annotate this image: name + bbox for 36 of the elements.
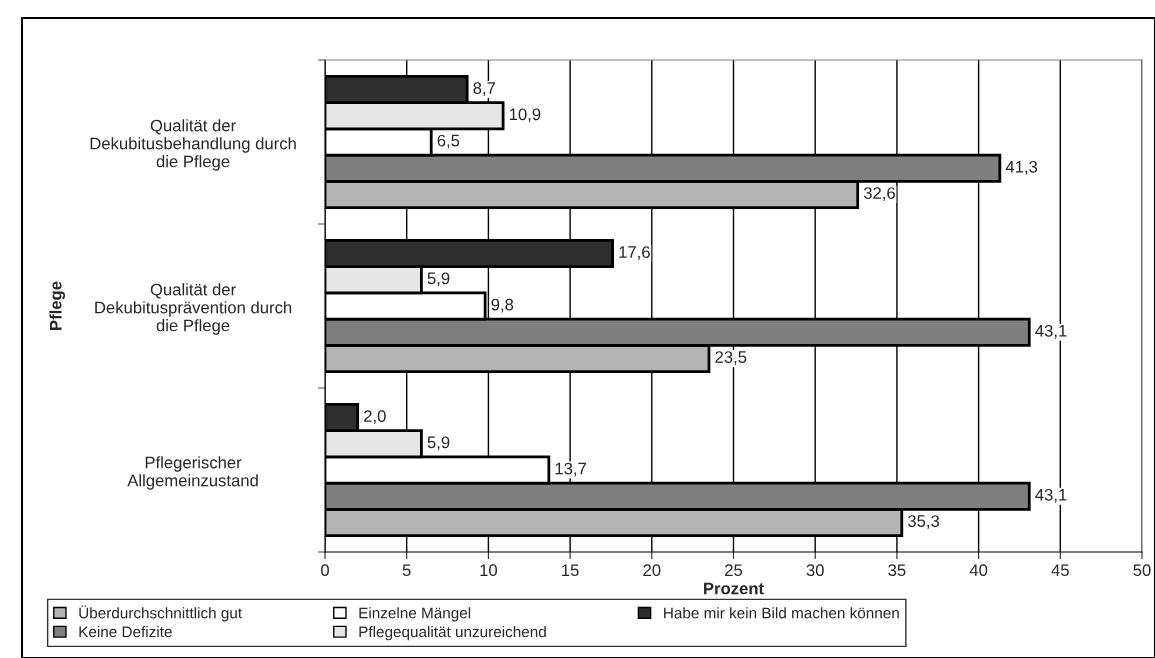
- x-tick-label: 5: [402, 564, 411, 577]
- data-label: 5,9: [427, 272, 450, 287]
- x-axis-title: Prozent: [704, 582, 764, 595]
- legend-label: Keine Defizite: [79, 626, 172, 638]
- data-label: 13,7: [555, 462, 587, 477]
- data-label: 8,7: [473, 82, 496, 96]
- y-tick-label: Qualität der Dekubitusbehandlung durch die Pflege: [90, 119, 296, 171]
- x-tick-label: 10: [480, 564, 498, 577]
- data-label: 41,3: [1005, 160, 1038, 175]
- y-tick-label: Qualität der Dekubitusprävention durch die Pflege: [95, 283, 292, 335]
- data-label: 23,5: [715, 351, 747, 365]
- data-label: 10,9: [509, 108, 541, 123]
- x-tick-label: 50: [1133, 564, 1151, 577]
- x-tick-label: 15: [562, 564, 579, 577]
- data-label: 2,0: [364, 410, 386, 424]
- y-tick-label: Pflegerischer Allgemeinzustand: [127, 456, 258, 490]
- x-tick-label: 25: [725, 564, 743, 577]
- legend-label: Überdurchschnittlich gut: [79, 605, 242, 622]
- legend-label: Habe mir kein Bild machen können: [664, 607, 899, 619]
- legend-label: Pflegequalität unzureichend: [359, 626, 546, 641]
- data-label: 6,5: [437, 134, 460, 149]
- data-label: 32,6: [863, 187, 895, 201]
- data-label: 9,8: [491, 298, 514, 313]
- data-label: 17,6: [619, 246, 650, 260]
- x-tick-label: 40: [969, 564, 988, 577]
- x-tick-label: 35: [888, 564, 906, 577]
- data-label: 43,1: [1035, 324, 1067, 339]
- data-label: 43,1: [1035, 488, 1067, 503]
- legend-label: Einzelne Mängel: [359, 607, 471, 622]
- x-tick-label: 0: [321, 564, 329, 577]
- x-tick-label: 45: [1051, 564, 1069, 577]
- y-axis-title: Pflege: [49, 281, 65, 330]
- data-label: 35,3: [907, 515, 940, 529]
- data-label: 5,9: [427, 436, 450, 451]
- x-tick-label: 30: [806, 564, 824, 577]
- x-tick-label: 20: [643, 564, 661, 577]
